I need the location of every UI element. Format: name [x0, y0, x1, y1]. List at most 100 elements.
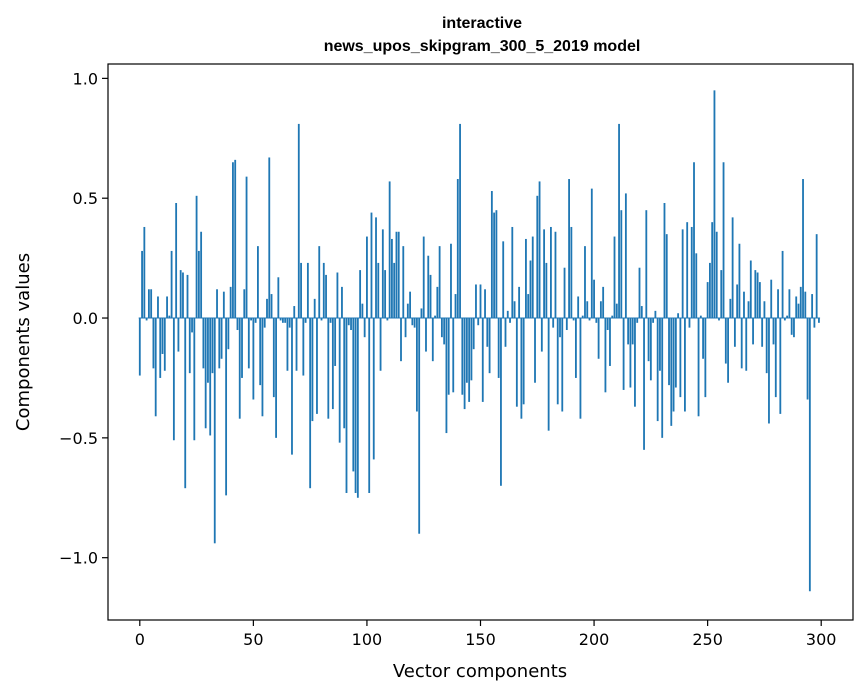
- bar-component-97: [359, 270, 362, 319]
- bar-component-294: [806, 318, 809, 400]
- bar-component-81: [322, 262, 325, 319]
- bar-component-231: [663, 203, 666, 319]
- bar-component-166: [515, 318, 518, 407]
- bar-component-196: [584, 246, 586, 319]
- bar-component-222: [643, 318, 645, 450]
- bar-component-19: [182, 272, 184, 319]
- bar-component-40: [229, 286, 232, 319]
- bar-component-39: [227, 318, 230, 350]
- chart-title-line-1: interactive: [442, 15, 522, 32]
- bar-component-132: [438, 246, 441, 319]
- bar-component-95: [354, 318, 357, 493]
- x-tick-label: 250: [692, 630, 723, 649]
- bar-component-259: [727, 318, 729, 383]
- bar-component-293: [804, 291, 807, 319]
- bar-component-288: [793, 318, 795, 338]
- bar-component-29: [204, 318, 207, 429]
- bar-component-72: [302, 318, 305, 376]
- bar-component-129: [431, 318, 434, 362]
- bar-component-150: [479, 284, 482, 319]
- bar-component-135: [445, 318, 448, 434]
- bar-component-20: [184, 318, 187, 489]
- bar-component-297: [813, 318, 816, 328]
- bar-component-94: [352, 318, 355, 472]
- bar-component-178: [543, 229, 546, 319]
- bar-component-53: [259, 318, 262, 386]
- bar-component-296: [811, 294, 814, 319]
- bar-component-162: [506, 310, 509, 319]
- bar-component-263: [736, 284, 739, 319]
- bar-component-118: [406, 303, 409, 319]
- bar-component-276: [765, 318, 768, 374]
- bar-component-177: [540, 318, 543, 352]
- bar-component-30: [207, 318, 209, 383]
- bar-component-127: [427, 255, 430, 319]
- bar-component-201: [595, 318, 598, 323]
- bar-component-273: [758, 282, 761, 319]
- bar-component-215: [627, 318, 630, 345]
- bars-group: [138, 90, 820, 592]
- bar-component-134: [443, 318, 446, 345]
- bar-component-272: [756, 272, 759, 319]
- bar-component-208: [611, 315, 614, 319]
- x-axis-label: Vector components: [393, 661, 567, 682]
- bar-component-197: [586, 301, 589, 319]
- bar-component-254: [715, 231, 718, 319]
- bar-component-183: [554, 231, 557, 319]
- bar-component-115: [400, 318, 402, 362]
- bar-component-26: [197, 250, 200, 319]
- bar-component-158: [497, 318, 500, 378]
- bar-component-209: [613, 236, 616, 319]
- bar-component-187: [563, 267, 566, 319]
- y-axis: −1.0 −0.5 0.0 0.5 1.0: [59, 69, 108, 568]
- bar-component-212: [620, 210, 623, 319]
- bar-component-240: [684, 318, 686, 412]
- bar-component-45: [241, 318, 243, 378]
- bar-component-260: [729, 298, 732, 319]
- bar-component-36: [220, 318, 223, 359]
- bar-component-98: [361, 303, 364, 319]
- bar-component-246: [697, 318, 700, 417]
- bar-component-214: [624, 193, 627, 319]
- bar-component-179: [545, 262, 548, 319]
- bar-component-67: [291, 318, 293, 455]
- bar-component-57: [268, 157, 271, 319]
- bar-component-157: [495, 210, 498, 319]
- bar-component-280: [774, 318, 777, 398]
- bar-component-121: [413, 318, 416, 328]
- bar-component-101: [368, 318, 371, 493]
- bar-component-58: [270, 294, 273, 319]
- bar-component-65: [286, 318, 289, 371]
- bar-component-123: [418, 318, 421, 534]
- bar-component-24: [193, 318, 196, 441]
- bar-component-122: [415, 318, 418, 412]
- bar-component-8: [157, 296, 159, 319]
- bar-component-128: [429, 274, 432, 319]
- bar-component-43: [236, 318, 239, 331]
- bar-component-83: [327, 318, 330, 419]
- bar-component-268: [747, 301, 750, 319]
- bar-component-286: [788, 289, 791, 319]
- bar-component-173: [531, 236, 534, 319]
- bar-component-188: [565, 318, 568, 331]
- bar-component-27: [200, 231, 203, 319]
- bar-component-32: [211, 318, 214, 374]
- bar-component-243: [690, 226, 693, 319]
- bar-component-151: [481, 318, 484, 402]
- bar-component-131: [436, 286, 439, 319]
- bar-component-91: [345, 318, 348, 493]
- bar-component-96: [356, 318, 359, 498]
- bar-component-224: [647, 318, 650, 362]
- bar-component-108: [384, 270, 387, 319]
- bar-component-0: [138, 318, 141, 376]
- bar-component-283: [781, 250, 784, 319]
- bar-component-186: [561, 318, 564, 412]
- y-tick-label: 0.5: [73, 189, 98, 208]
- bar-component-271: [754, 270, 757, 319]
- bar-component-112: [393, 262, 396, 319]
- bar-component-245: [695, 253, 698, 319]
- bar-component-191: [572, 318, 575, 321]
- bar-component-1: [141, 250, 143, 319]
- bar-component-52: [257, 246, 259, 319]
- bar-component-275: [763, 301, 766, 319]
